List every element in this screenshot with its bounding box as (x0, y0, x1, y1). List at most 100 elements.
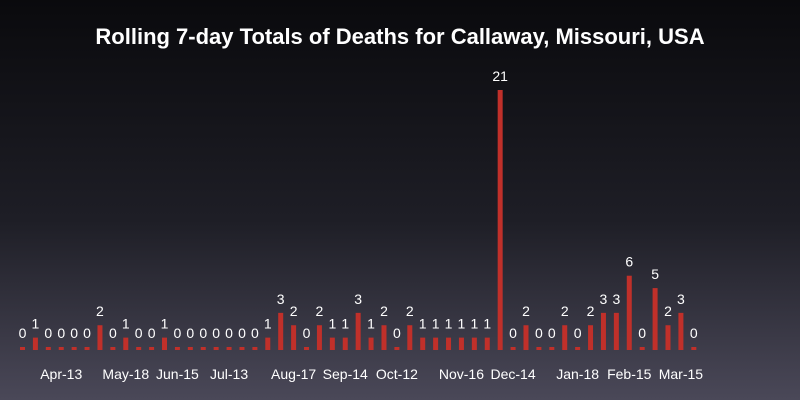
data-label: 0 (199, 325, 207, 341)
data-label: 0 (393, 325, 401, 341)
data-label: 1 (483, 316, 491, 332)
chart-title: Rolling 7-day Totals of Deaths for Calla… (95, 24, 704, 49)
bar (174, 347, 180, 350)
bar (523, 325, 529, 350)
data-label: 1 (367, 316, 375, 332)
bar (162, 337, 168, 350)
bar (278, 312, 284, 350)
data-label: 3 (677, 291, 685, 307)
data-label: 3 (354, 291, 362, 307)
data-label: 0 (19, 325, 27, 341)
x-axis-ticks: Apr-13 May-18 Jun-15 Jul-13 Aug-17 Sep-14 Oct-… (40, 366, 703, 382)
x-tick-label: Apr-13 (40, 366, 82, 382)
data-label: 6 (625, 254, 633, 270)
x-tick-label: Jan-18 (556, 366, 599, 382)
data-label: 1 (264, 316, 272, 332)
bar (394, 347, 400, 350)
data-label: 0 (638, 325, 646, 341)
bar (213, 347, 219, 350)
bar (110, 347, 116, 350)
data-label: 1 (470, 316, 478, 332)
bar (665, 325, 671, 350)
data-label: 5 (651, 266, 659, 282)
data-label: 2 (406, 303, 414, 319)
data-label: 2 (522, 303, 530, 319)
bar (510, 347, 516, 350)
data-label: 0 (548, 325, 556, 341)
data-label: 0 (535, 325, 543, 341)
bar (497, 90, 503, 350)
bar (575, 347, 581, 350)
bar (20, 347, 25, 350)
bar (678, 312, 684, 350)
bar (71, 347, 77, 350)
data-label: 1 (458, 316, 466, 332)
bar (316, 325, 322, 350)
data-label: 0 (212, 325, 220, 341)
bar (252, 347, 258, 350)
data-label: 3 (600, 291, 608, 307)
data-label: 0 (148, 325, 156, 341)
data-label: 2 (290, 303, 298, 319)
data-label: 2 (587, 303, 595, 319)
data-label: 1 (341, 316, 349, 332)
bar (58, 347, 64, 350)
x-tick-label: Dec-14 (491, 366, 536, 382)
x-tick-label: Aug-17 (271, 366, 316, 382)
data-label: 0 (303, 325, 311, 341)
data-label: 2 (316, 303, 324, 319)
data-label: 1 (419, 316, 427, 332)
data-label: 0 (574, 325, 582, 341)
bar (484, 337, 490, 350)
bar (562, 325, 568, 350)
x-tick-label: Oct-12 (376, 366, 418, 382)
bar (123, 337, 129, 350)
data-label: 0 (135, 325, 143, 341)
bar (368, 337, 374, 350)
data-label: 0 (509, 325, 517, 341)
data-label: 1 (432, 316, 440, 332)
bar (407, 325, 413, 350)
data-label: 0 (57, 325, 65, 341)
x-tick-label: Mar-15 (659, 366, 704, 382)
x-tick-label: Sep-14 (323, 366, 368, 382)
data-label: 1 (445, 316, 453, 332)
bar (600, 312, 606, 350)
data-label: 0 (690, 325, 698, 341)
bar (32, 337, 38, 350)
x-tick-label: Jul-13 (210, 366, 248, 382)
bar (381, 325, 387, 350)
data-label: 0 (238, 325, 246, 341)
data-label: 0 (109, 325, 117, 341)
data-label: 0 (186, 325, 194, 341)
bar (97, 325, 103, 350)
data-label: 1 (161, 316, 169, 332)
bar (588, 325, 594, 350)
data-label: 1 (32, 316, 40, 332)
bar (420, 337, 426, 350)
data-label: 21 (492, 68, 508, 84)
bar (639, 347, 645, 350)
bar (149, 347, 155, 350)
x-tick-label: Feb-15 (607, 366, 652, 382)
bar (291, 325, 297, 350)
data-label: 0 (251, 325, 259, 341)
bar (226, 347, 232, 350)
data-label: 2 (380, 303, 388, 319)
bar (329, 337, 335, 350)
data-label: 3 (277, 291, 285, 307)
data-label: 2 (561, 303, 569, 319)
x-tick-label: Jun-15 (156, 366, 199, 382)
bar (304, 347, 310, 350)
data-label: 3 (612, 291, 620, 307)
bar (471, 337, 477, 350)
bar (265, 337, 271, 350)
bar (342, 337, 348, 350)
bar (200, 347, 206, 350)
bar (613, 312, 619, 350)
bar (45, 347, 51, 350)
data-label: 0 (83, 325, 91, 341)
x-tick-label: Nov-16 (439, 366, 484, 382)
